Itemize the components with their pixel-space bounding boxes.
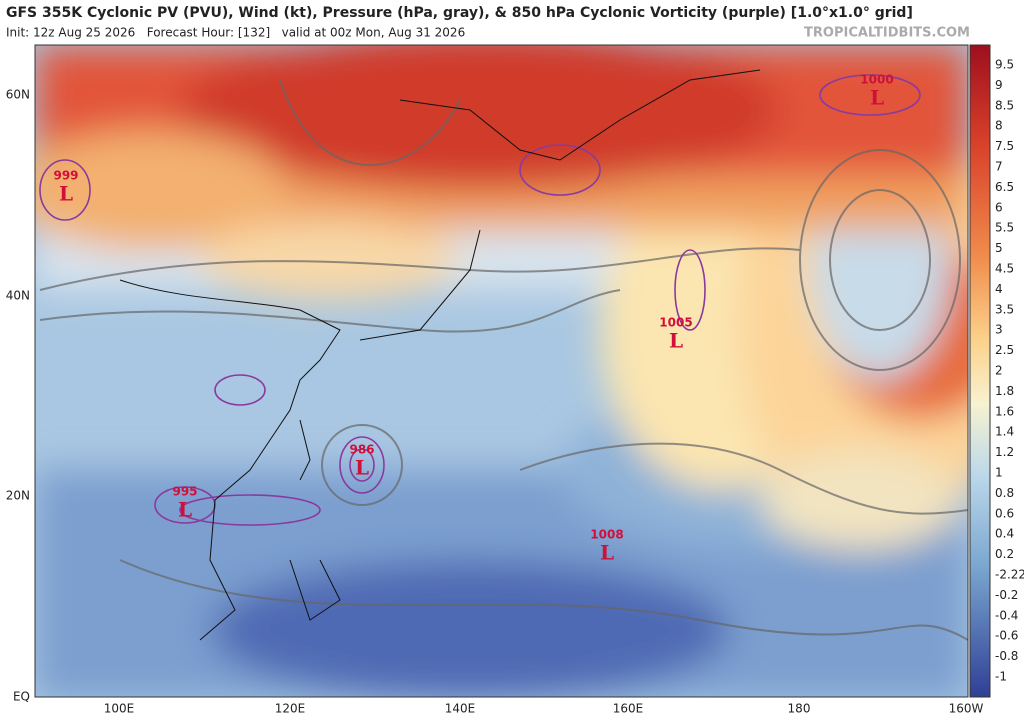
low-pressure: 1000 — [860, 73, 893, 87]
colorbar-label: 2.5 — [995, 343, 1014, 357]
low-pressure: 1005 — [659, 316, 692, 330]
colorbar-label: 8.5 — [995, 98, 1014, 112]
colorbar-label: 2 — [995, 364, 1003, 378]
colorbar-label: 0.8 — [995, 486, 1014, 500]
low-pressure: 1008 — [590, 528, 623, 542]
low-symbol: L — [669, 329, 683, 353]
colorbar-label: 6 — [995, 200, 1003, 214]
colorbar-label: -0.2 — [995, 588, 1018, 602]
colorbar-label: 8 — [995, 119, 1003, 133]
title: GFS 355K Cyclonic PV (PVU), Wind (kt), P… — [6, 5, 913, 21]
low-symbol: L — [870, 86, 884, 110]
colorbar-label: 1.8 — [995, 384, 1014, 398]
colorbar-label: -1 — [995, 670, 1007, 684]
colorbar-label: 0.2 — [995, 547, 1014, 561]
colorbar-label: -0.8 — [995, 649, 1018, 663]
low-pressure: 999 — [53, 169, 78, 183]
colorbar-label: -0.6 — [995, 629, 1018, 643]
lon-label: 120E — [275, 702, 306, 716]
colorbar-label: -0.4 — [995, 608, 1018, 622]
colorbar-label: 7 — [995, 160, 1003, 174]
colorbar-label: 3 — [995, 323, 1003, 337]
colorbar-label: 1 — [995, 466, 1003, 480]
lat-label: 20N — [6, 489, 30, 503]
lon-label: 180 — [788, 702, 811, 716]
colorbar-label: 0.6 — [995, 506, 1014, 520]
watermark: TROPICALTIDBITS.COM — [804, 26, 970, 41]
low-symbol: L — [59, 182, 73, 206]
colorbar-label: 5 — [995, 241, 1003, 255]
map-frame — [34, 44, 969, 698]
lat-label: EQ — [13, 690, 30, 704]
lon-label: 140E — [445, 702, 476, 716]
low-symbol: L — [178, 498, 192, 522]
colorbar-label: -2.22 — [995, 568, 1024, 582]
colorbar-label: 5.5 — [995, 221, 1014, 235]
lon-label: 100E — [104, 702, 135, 716]
colorbar-label: 4 — [995, 282, 1003, 296]
low-pressure: 995 — [172, 485, 197, 499]
subtitle: Init: 12z Aug 25 2026 Forecast Hour: [13… — [6, 26, 465, 40]
lat-label: 60N — [6, 88, 30, 102]
colorbar-label: 9.5 — [995, 58, 1014, 72]
colorbar-label: 0.4 — [995, 527, 1014, 541]
low-symbol: L — [600, 541, 614, 565]
lon-label: 160E — [613, 702, 644, 716]
colorbar-label: 1.6 — [995, 404, 1014, 418]
colorbar-label: 9 — [995, 78, 1003, 92]
colorbar-label: 3.5 — [995, 302, 1014, 316]
colorbar-label: 1.4 — [995, 425, 1014, 439]
colorbar-label: 7.5 — [995, 139, 1014, 153]
map-field — [35, 45, 968, 697]
low-symbol: L — [355, 456, 369, 480]
colorbar-label: 6.5 — [995, 180, 1014, 194]
lat-label: 40N — [6, 289, 30, 303]
lon-label: 160W — [949, 702, 984, 716]
colorbar-label: 1.2 — [995, 445, 1014, 459]
colorbar-label: 4.5 — [995, 262, 1014, 276]
low-pressure: 986 — [349, 443, 374, 457]
colorbar — [969, 44, 991, 698]
